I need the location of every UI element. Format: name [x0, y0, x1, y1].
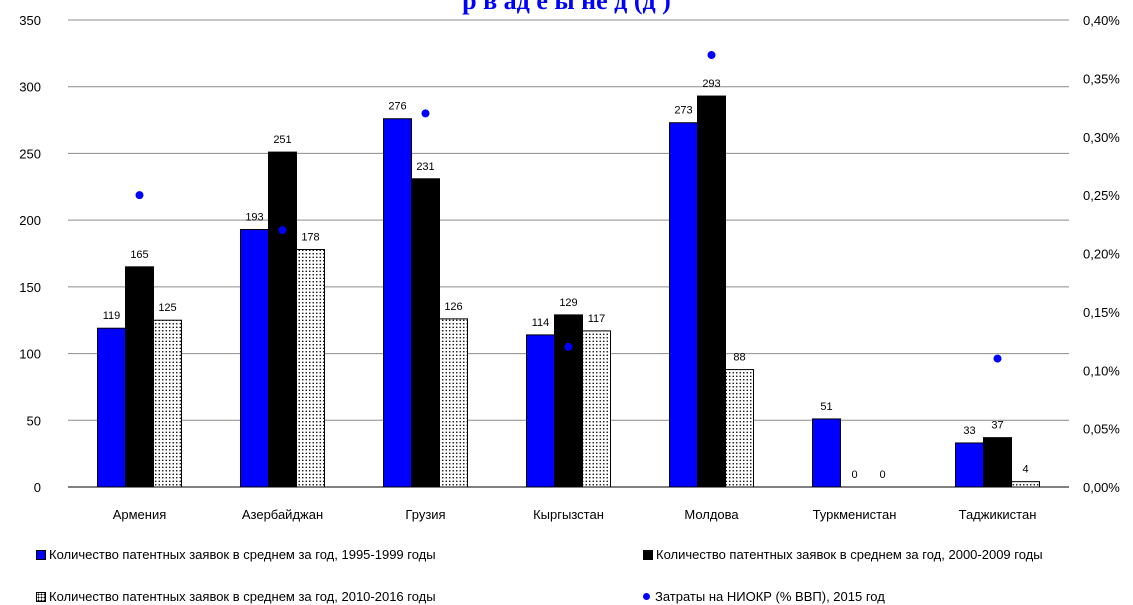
data-label: 126 — [444, 301, 462, 313]
rd-dot — [564, 342, 573, 351]
x-tick-label: Грузия — [405, 507, 445, 522]
y-right-tick-label: 0,40% — [1083, 13, 1120, 28]
chart-title: р в ад е ы не д (д ) — [462, 0, 671, 15]
legend-item-series-4[interactable]: Затраты на НИОКР (% ВВП), 2015 год — [643, 589, 885, 604]
x-tick-label: Азербайджан — [242, 507, 323, 522]
axes: 0 50 100 150 200 250 300 350 0,00% 0,05% 0,10% 0,15… — [19, 13, 1120, 522]
legend-label-series-4: Затраты на НИОКР (% ВВП), 2015 год — [655, 589, 885, 604]
data-label: 4 — [1022, 464, 1028, 476]
legend-item-series-2[interactable]: Количество патентных заявок в среднем за… — [643, 547, 1043, 562]
bar — [1011, 481, 1040, 488]
data-label: 117 — [588, 313, 606, 325]
y-left-tick-label: 50 — [27, 413, 41, 428]
data-label: 0 — [879, 469, 885, 481]
data-label: 293 — [702, 78, 720, 90]
bar — [240, 228, 269, 488]
data-label: 193 — [245, 211, 263, 223]
bar — [812, 418, 841, 488]
bars — [97, 95, 1040, 488]
y-right-tick-label: 0,35% — [1083, 71, 1120, 86]
rd-dot — [707, 51, 716, 60]
bar — [153, 319, 182, 488]
y-left-tick-label: 200 — [19, 213, 41, 228]
rd-dots — [135, 51, 1002, 363]
y-right-tick-label: 0,20% — [1083, 247, 1120, 262]
data-labels: 119 193 276 114 273 51 33 165 251 231 129 293 0 37 125… — [103, 78, 1029, 481]
legend-label-series-3: Количество патентных заявок в среднем за… — [49, 589, 436, 604]
data-label: 125 — [158, 302, 176, 314]
data-label: 0 — [851, 469, 857, 481]
bar — [383, 118, 412, 488]
rd-dot — [421, 109, 430, 118]
bar — [125, 266, 154, 488]
bar — [526, 334, 555, 488]
y-left-tick-label: 0 — [34, 480, 41, 495]
y-left-tick-label: 350 — [19, 13, 41, 28]
rd-dot — [993, 354, 1002, 363]
rd-dot — [278, 226, 287, 235]
data-label: 251 — [273, 134, 291, 146]
bar — [439, 318, 468, 488]
bar — [955, 442, 984, 488]
legend-swatch-blue — [36, 549, 46, 560]
bar — [296, 248, 325, 488]
y-right-tick-label: 0,10% — [1083, 363, 1120, 378]
data-label: 165 — [130, 249, 148, 261]
x-tick-label: Армения — [113, 507, 167, 522]
data-label: 119 — [103, 310, 121, 322]
x-tick-label: Молдова — [684, 507, 739, 522]
legend-swatch-dotted — [36, 591, 46, 602]
legend-label-series-2: Количество патентных заявок в среднем за… — [656, 547, 1043, 562]
bar — [697, 95, 726, 488]
data-label: 33 — [963, 425, 975, 437]
bar — [411, 178, 440, 488]
bar — [554, 314, 583, 488]
legend-item-series-3[interactable]: Количество патентных заявок в среднем за… — [36, 589, 436, 604]
bar — [983, 437, 1012, 488]
bar — [97, 327, 126, 488]
rd-dot — [135, 191, 144, 200]
x-tick-label: Туркменистан — [813, 507, 897, 522]
y-left-tick-label: 150 — [19, 280, 41, 295]
x-tick-label: Таджикистан — [959, 507, 1037, 522]
legend-label-series-1: Количество патентных заявок в среднем за… — [49, 547, 436, 562]
bar — [582, 330, 611, 488]
data-label: 51 — [820, 401, 832, 413]
data-label: 114 — [532, 317, 550, 329]
data-label: 276 — [388, 101, 406, 113]
y-right-tick-label: 0,15% — [1083, 305, 1120, 320]
bar — [268, 151, 297, 488]
data-label: 178 — [301, 231, 319, 243]
y-left-tick-label: 250 — [19, 146, 41, 161]
y-left-tick-label: 100 — [19, 347, 41, 362]
y-right-tick-label: 0,30% — [1083, 130, 1120, 145]
data-label: 129 — [559, 297, 577, 309]
y-left-tick-label: 300 — [19, 80, 41, 95]
data-label: 273 — [674, 105, 692, 117]
data-label: 231 — [416, 161, 434, 173]
legend-item-series-1[interactable]: Количество патентных заявок в среднем за… — [36, 547, 436, 562]
data-label: 88 — [733, 352, 745, 364]
legend-marker-dot — [643, 593, 650, 600]
chart: 119 193 276 114 273 51 33 165 251 231 129 293 0 37 125… — [19, 13, 1120, 522]
x-tick-label: Кыргызстан — [533, 507, 604, 522]
legend-swatch-black — [643, 549, 653, 560]
data-label: 37 — [991, 420, 1003, 432]
y-right-tick-label: 0,00% — [1083, 480, 1120, 495]
y-right-tick-label: 0,25% — [1083, 188, 1120, 203]
bar — [669, 122, 698, 488]
bar — [725, 369, 754, 488]
y-right-tick-label: 0,05% — [1083, 422, 1120, 437]
